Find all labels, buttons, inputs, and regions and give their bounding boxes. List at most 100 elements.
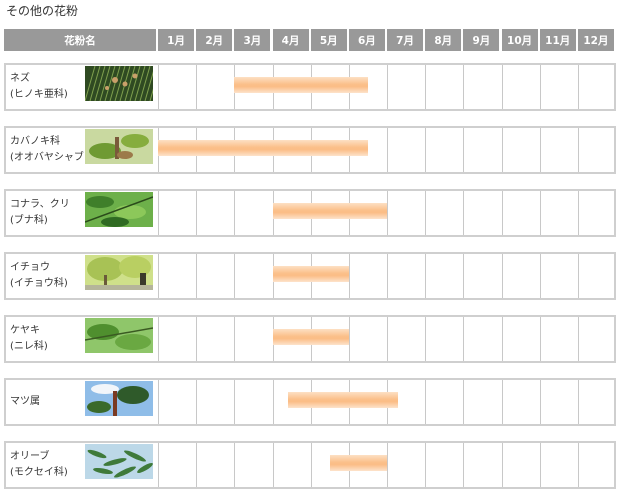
header-month-7: 7月 (387, 29, 424, 51)
month-cell-1 (158, 315, 196, 363)
month-cell-1 (158, 189, 196, 237)
month-cell-11 (539, 189, 578, 237)
pollen-row: ネズ (ヒノキ亜科) (4, 63, 616, 111)
month-cell-10 (501, 189, 540, 237)
month-cell-12 (577, 378, 616, 426)
header-month-1: 1月 (158, 29, 195, 51)
month-cell-9 (463, 126, 501, 174)
month-cell-10 (501, 63, 540, 111)
month-cell-2 (196, 378, 234, 426)
month-cell-3 (234, 441, 272, 489)
header-month-4: 4月 (272, 29, 309, 51)
month-cell-9 (463, 189, 501, 237)
leaf-buds-photo (85, 129, 153, 164)
month-cell-7 (387, 126, 425, 174)
pollen-name-cell: ネズ (ヒノキ亜科) (4, 63, 158, 111)
header-name-cell: 花粉名 (4, 29, 156, 51)
month-cell-11 (539, 126, 578, 174)
month-cell-5 (310, 441, 349, 489)
month-cell-11 (539, 378, 578, 426)
month-cell-10 (501, 315, 540, 363)
month-cell-8 (425, 63, 463, 111)
month-cell-12 (577, 126, 616, 174)
pollen-row: コナラ、クリ (ブナ科) (4, 189, 616, 237)
pollen-name-line1: ネズ (10, 73, 30, 84)
pollen-name-line1: イチョウ (10, 262, 50, 273)
pollen-name: オリーブ (モクセイ科) (10, 449, 68, 481)
olive-leaves-photo (85, 444, 153, 479)
pollen-family: (ヒノキ亜科) (10, 89, 68, 100)
pollen-name-cell: マツ属 (4, 378, 158, 426)
month-cell-3 (234, 315, 272, 363)
pollen-name: コナラ、クリ (ブナ科) (10, 197, 70, 229)
pollen-name-cell: オリーブ (モクセイ科) (4, 441, 158, 489)
month-cell-1 (158, 252, 196, 300)
month-cell-2 (196, 189, 234, 237)
month-cell-7 (387, 63, 425, 111)
month-cell-2 (196, 252, 234, 300)
month-grid (158, 378, 616, 426)
header-month-2: 2月 (196, 29, 233, 51)
month-cell-10 (501, 126, 540, 174)
zelkova-leaves-photo (85, 318, 153, 353)
pollen-family: (ブナ科) (10, 215, 48, 226)
month-cell-12 (577, 252, 616, 300)
month-cell-6 (348, 252, 387, 300)
header-month-12: 12月 (577, 29, 614, 51)
month-cell-3 (234, 378, 272, 426)
pollen-family: (イチョウ科) (10, 278, 68, 289)
month-cell-6 (348, 315, 387, 363)
pollen-row: オリーブ (モクセイ科) (4, 441, 616, 489)
pollen-season-bar (329, 455, 387, 471)
month-cell-9 (463, 63, 501, 111)
pollen-season-bar (287, 392, 399, 408)
month-cell-7 (387, 315, 425, 363)
header-month-9: 9月 (463, 29, 500, 51)
pollen-season-bar (272, 329, 349, 345)
pollen-name-line1: マツ属 (10, 396, 40, 407)
month-cell-10 (501, 378, 540, 426)
month-cell-4 (272, 378, 311, 426)
month-cell-9 (463, 378, 501, 426)
pollen-name: マツ属 (10, 394, 40, 410)
pollen-name-cell: コナラ、クリ (ブナ科) (4, 189, 158, 237)
pollen-row: ケヤキ (ニレ科) (4, 315, 616, 363)
pollen-name: カバノキ科 (オオバヤシャブシ) (10, 134, 98, 166)
month-cell-11 (539, 63, 578, 111)
month-cell-3 (234, 252, 272, 300)
month-cell-11 (539, 252, 578, 300)
month-grid (158, 252, 616, 300)
month-cell-2 (196, 441, 234, 489)
month-cell-8 (425, 252, 463, 300)
header-month-6: 6月 (348, 29, 385, 51)
month-cell-12 (577, 441, 616, 489)
pollen-name-line1: カバノキ科 (10, 136, 60, 147)
month-cell-2 (196, 315, 234, 363)
month-cell-8 (425, 315, 463, 363)
month-cell-7 (387, 441, 425, 489)
pollen-row: イチョウ (イチョウ科) (4, 252, 616, 300)
month-cell-2 (196, 63, 234, 111)
ginkgo-trees-photo (85, 255, 153, 290)
month-cell-8 (425, 126, 463, 174)
month-cell-9 (463, 441, 501, 489)
month-cell-8 (425, 441, 463, 489)
month-cell-9 (463, 252, 501, 300)
month-grid (158, 126, 616, 174)
month-grid (158, 189, 616, 237)
month-cell-12 (577, 189, 616, 237)
month-cell-1 (158, 441, 196, 489)
month-cell-11 (539, 315, 578, 363)
pollen-family: (ニレ科) (10, 341, 48, 352)
month-cell-12 (577, 63, 616, 111)
pollen-name-line1: コナラ、クリ (10, 199, 70, 210)
pollen-name-line1: ケヤキ (10, 325, 40, 336)
pollen-name: ネズ (ヒノキ亜科) (10, 71, 68, 103)
month-cell-1 (158, 63, 196, 111)
month-cell-3 (234, 189, 272, 237)
header-month-8: 8月 (425, 29, 462, 51)
month-cell-9 (463, 315, 501, 363)
page-title: その他の花粉 (6, 4, 79, 18)
pollen-family: (オオバヤシャブシ) (10, 152, 98, 163)
pine-tree-sky-photo (85, 381, 153, 416)
